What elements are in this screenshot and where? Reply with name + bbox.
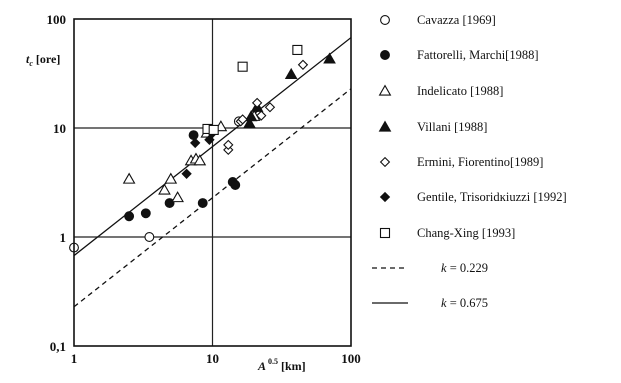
- data-point: [197, 198, 208, 208]
- legend-label: Fattorelli, Marchi[1988]: [417, 48, 539, 62]
- legend-marker: [379, 227, 391, 239]
- data-point: [204, 134, 215, 145]
- legend-marker: [378, 120, 392, 132]
- legend-label: k = 0.675: [441, 296, 488, 310]
- y-axis-label: tc [ore]: [26, 52, 60, 68]
- x-tick-label: 10: [206, 351, 219, 366]
- plot-frame: [73, 18, 352, 347]
- data-point: [164, 172, 178, 184]
- data-point: [164, 198, 175, 208]
- legend-label-symbol: k: [441, 296, 447, 310]
- legend-label: Ermini, Fiorentino[1989]: [417, 155, 543, 169]
- legend-marker: [378, 84, 392, 96]
- data-point: [230, 180, 241, 190]
- data-point: [223, 139, 234, 151]
- data-point: [297, 59, 309, 70]
- x-tick-label: 1: [71, 351, 78, 366]
- data-point: [208, 124, 219, 135]
- data-point: [251, 97, 263, 109]
- legend: Cavazza [1969] Fattorelli, Marchi[1988] In…: [372, 13, 567, 310]
- data-point: [144, 232, 155, 242]
- data-point: [264, 102, 276, 113]
- legend-label: Cavazza [1969]: [417, 13, 496, 27]
- legend-label: Chang-Xing [1993]: [417, 226, 515, 240]
- x-axis-unit: [km]: [278, 359, 306, 373]
- fit-line-dashed: [74, 88, 351, 308]
- data-point: [171, 191, 184, 203]
- data-point: [292, 44, 303, 56]
- data-point: [284, 67, 298, 80]
- legend-marker: [380, 15, 390, 25]
- y-tick-label: 100: [47, 12, 67, 27]
- legend-label-value: = 0.675: [447, 296, 488, 310]
- x-tick-label: 100: [341, 351, 361, 366]
- data-point: [158, 183, 171, 195]
- data-point: [190, 137, 201, 149]
- legend-label-value: = 0.229: [447, 261, 488, 275]
- y-tick-label: 1: [60, 230, 67, 245]
- data-point: [193, 154, 207, 166]
- x-axis-exponent: 0.5: [266, 357, 278, 366]
- data-point: [323, 52, 336, 64]
- data-points: [69, 44, 336, 253]
- y-axis-subscript: c: [29, 59, 33, 68]
- data-point: [122, 172, 136, 184]
- data-point: [244, 110, 258, 122]
- legend-marker: [379, 191, 391, 203]
- tick-labels: 1 10 100 0,1 1 10 100: [47, 12, 361, 366]
- x-axis-label: A 0.5 [km]: [257, 357, 306, 373]
- data-point: [256, 110, 267, 121]
- legend-marker: [380, 50, 390, 60]
- data-point: [124, 211, 135, 222]
- legend-label: Gentile, Trisoridĸiuzzi [1992]: [417, 190, 567, 204]
- y-tick-label: 0,1: [50, 339, 66, 354]
- legend-label-symbol: k: [441, 261, 447, 275]
- data-point: [140, 208, 151, 219]
- y-tick-label: 10: [53, 121, 66, 136]
- legend-marker: [379, 156, 391, 168]
- grid: [74, 19, 351, 346]
- x-axis-symbol: A: [257, 359, 266, 373]
- data-point: [237, 114, 248, 125]
- data-point: [243, 116, 256, 129]
- axis-labels: A 0.5 [km] tc [ore]: [26, 52, 306, 373]
- data-point: [237, 61, 248, 72]
- data-point: [188, 130, 199, 141]
- data-point: [181, 168, 192, 179]
- y-axis-unit: [ore]: [33, 52, 60, 66]
- legend-label: k = 0.229: [441, 261, 488, 275]
- legend-label: Villani [1988]: [417, 120, 487, 134]
- legend-label: Indelicato [1988]: [417, 84, 503, 98]
- fit-lines: [74, 37, 351, 308]
- y-axis-symbol: t: [26, 52, 30, 66]
- fit-line-solid: [74, 37, 351, 257]
